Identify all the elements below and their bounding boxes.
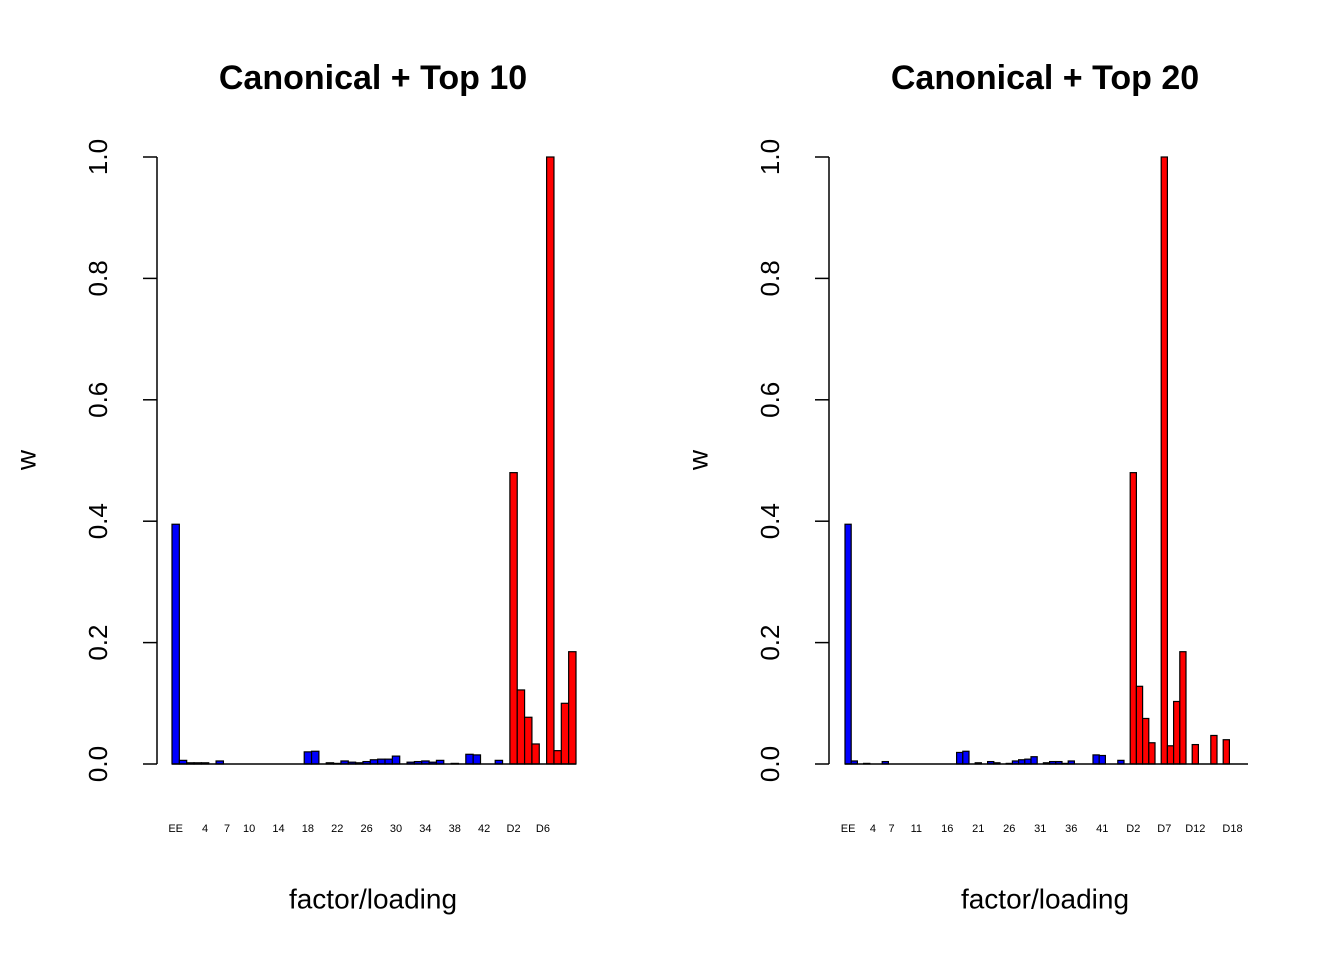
- bar: [955, 751, 964, 765]
- y-tick-label: 0.0: [755, 746, 785, 782]
- x-tick-label: 4: [870, 823, 876, 835]
- x-tick-label: 18: [302, 823, 314, 835]
- x-tick-label: 38: [449, 823, 461, 835]
- bar: [310, 750, 320, 765]
- bar: [523, 716, 533, 765]
- bar: [1210, 734, 1218, 765]
- x-tick-label: 31: [1034, 823, 1046, 835]
- bar: [560, 702, 570, 765]
- bar: [1129, 472, 1137, 765]
- x-tick-label: 26: [1003, 823, 1015, 835]
- bar: [962, 750, 970, 765]
- bar: [1191, 743, 1199, 765]
- x-tick-label: 30: [390, 823, 402, 835]
- x-tick-label: 36: [1065, 823, 1077, 835]
- x-tick-label: D7: [1157, 823, 1171, 835]
- x-tick-label: 34: [419, 823, 431, 835]
- bar: [465, 753, 474, 765]
- x-tick-label: D2: [507, 823, 521, 835]
- bar: [1166, 745, 1175, 765]
- x-tick-label: 7: [888, 823, 894, 835]
- bar: [1135, 685, 1144, 765]
- x-tick-label: EE: [841, 823, 856, 835]
- x-tick-label: 22: [331, 823, 343, 835]
- x-tick-label: 26: [361, 823, 373, 835]
- x-tick-label: 21: [972, 823, 984, 835]
- y-tick-label: 0.8: [755, 260, 785, 296]
- chart-title: Canonical + Top 20: [891, 59, 1199, 97]
- y-tick-label: 0.8: [83, 260, 113, 296]
- bar: [171, 523, 180, 765]
- x-tick-label: D18: [1222, 823, 1242, 835]
- bar: [516, 689, 526, 765]
- x-tick-label: D2: [1126, 823, 1140, 835]
- x-axis-label: factor/loading: [289, 883, 457, 914]
- bar: [553, 750, 562, 765]
- x-tick-label: 4: [202, 823, 208, 835]
- x-tick-label: 14: [272, 823, 284, 835]
- bar: [546, 156, 555, 765]
- x-tick-label: D12: [1185, 823, 1205, 835]
- bar: [1172, 700, 1181, 765]
- bar: [509, 472, 518, 765]
- x-tick-label: 41: [1096, 823, 1108, 835]
- bar: [303, 751, 313, 765]
- bar: [472, 754, 482, 765]
- bar: [568, 651, 577, 765]
- y-tick-label: 1.0: [83, 139, 113, 175]
- bar: [844, 523, 852, 765]
- y-tick-label: 0.4: [83, 503, 113, 539]
- y-axis-label: w: [682, 449, 713, 471]
- y-tick-label: 0.2: [83, 625, 113, 661]
- bar: [1179, 651, 1187, 765]
- y-tick-label: 0.2: [755, 625, 785, 661]
- bar: [391, 755, 401, 765]
- chart-title: Canonical + Top 10: [219, 59, 527, 97]
- x-tick-label: 42: [478, 823, 490, 835]
- x-tick-label: 16: [941, 823, 953, 835]
- x-tick-label: EE: [168, 823, 183, 835]
- x-tick-label: 10: [243, 823, 255, 835]
- bar: [1141, 717, 1150, 765]
- bar: [1148, 742, 1156, 765]
- x-tick-label: 11: [911, 823, 922, 835]
- y-tick-label: 0.6: [83, 382, 113, 418]
- x-axis-label: factor/loading: [961, 883, 1129, 914]
- y-tick-label: 1.0: [755, 139, 785, 175]
- bar: [1092, 754, 1100, 765]
- x-tick-label: 7: [224, 823, 230, 835]
- bar: [1098, 754, 1106, 765]
- y-axis-label: w: [10, 449, 41, 471]
- y-tick-label: 0.6: [755, 382, 785, 418]
- bar: [1222, 739, 1230, 765]
- x-tick-label: D6: [536, 823, 550, 835]
- bar: [531, 743, 540, 765]
- bar: [1160, 156, 1168, 765]
- y-tick-label: 0.0: [83, 746, 113, 782]
- y-tick-label: 0.4: [755, 503, 785, 539]
- bar: [1030, 756, 1038, 765]
